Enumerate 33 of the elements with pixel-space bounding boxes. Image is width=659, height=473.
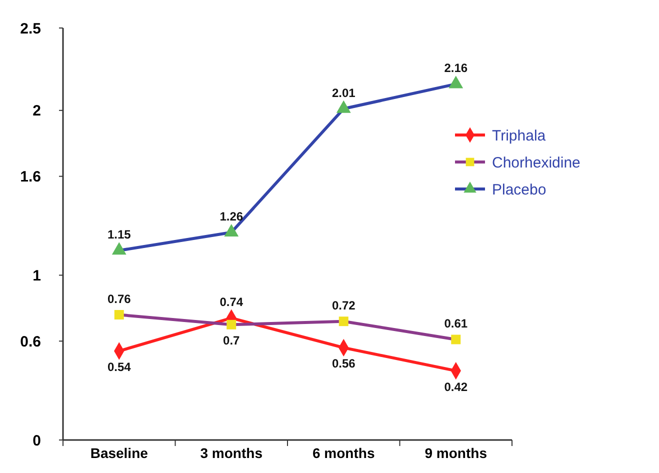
data-label: 0.76 xyxy=(107,292,132,306)
y-tick-label: 0.6 xyxy=(20,333,41,350)
point xyxy=(114,310,124,320)
legend-label: Triphala xyxy=(492,127,546,144)
data-label: 0.42 xyxy=(444,380,468,394)
x-tick-label: 6 months xyxy=(312,445,375,461)
data-label: 0.56 xyxy=(332,356,356,371)
legend-label: Chorhexidine xyxy=(492,154,580,172)
legend-label: Placebo xyxy=(492,181,546,198)
point xyxy=(336,100,351,113)
y-tick-label: 1 xyxy=(32,267,41,284)
data-label: 0.7 xyxy=(223,334,240,348)
data-label: 1.15 xyxy=(107,227,132,242)
data-label: 2.01 xyxy=(332,86,356,100)
x-tick-label: Baseline xyxy=(90,445,148,461)
data-label: 0.72 xyxy=(332,298,356,312)
point xyxy=(338,316,348,326)
data-label: 0.54 xyxy=(107,360,132,374)
data-label: 0.74 xyxy=(220,295,244,310)
point xyxy=(451,334,461,344)
point xyxy=(112,242,126,255)
data-label: 0.61 xyxy=(444,316,468,330)
point xyxy=(224,224,239,237)
data-label: 2.16 xyxy=(444,61,468,76)
x-tick-label: 9 months xyxy=(424,445,488,461)
y-tick-label: 0 xyxy=(32,432,41,450)
data-label: 1.26 xyxy=(220,209,244,224)
point xyxy=(448,76,464,88)
y-tick-label: 1.6 xyxy=(20,168,41,186)
y-tick-label: 2 xyxy=(32,102,41,120)
point xyxy=(226,320,236,330)
y-tick-label: 2.5 xyxy=(20,20,41,38)
x-tick-label: 3 months xyxy=(200,445,263,461)
